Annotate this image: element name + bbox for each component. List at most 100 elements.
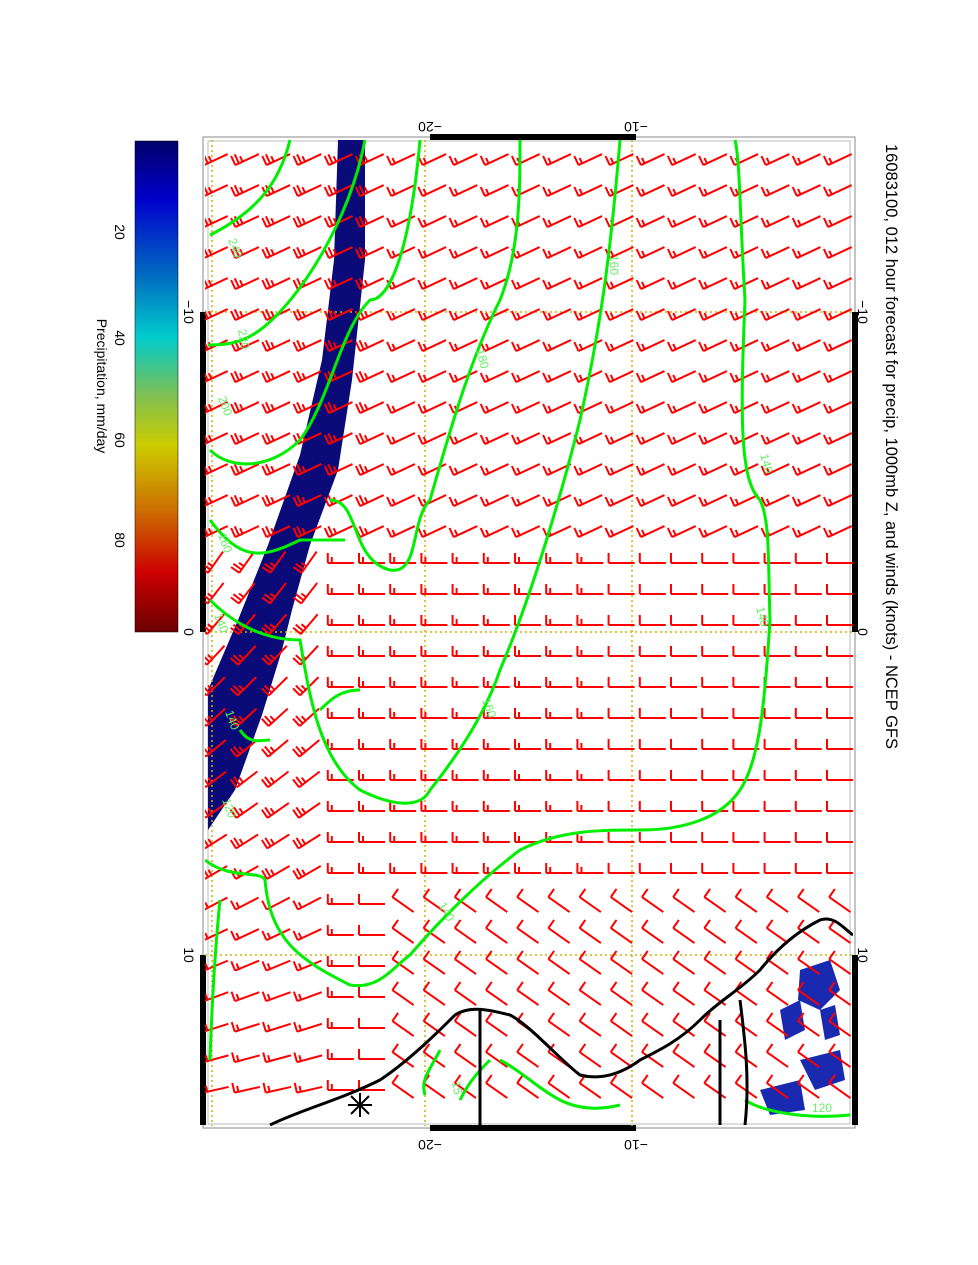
wind-barb — [451, 646, 479, 657]
wind-barb — [386, 525, 416, 538]
wind-barb — [205, 896, 228, 911]
wind-barb — [358, 801, 385, 812]
wind-barb — [261, 401, 291, 414]
colorbar-tick: 80 — [112, 532, 128, 548]
colorbar-label: Precipitation, mm/day — [94, 319, 110, 454]
wind-barb — [822, 153, 853, 166]
wind-barb — [638, 708, 666, 719]
wind-barb — [635, 308, 665, 321]
wind-barb — [545, 646, 573, 657]
wind-barb — [323, 339, 353, 352]
wind-barb — [205, 865, 228, 880]
wind-barb — [822, 339, 853, 352]
wind-barb — [573, 525, 603, 538]
wind-barb — [230, 525, 260, 538]
wind-barb — [516, 950, 540, 975]
wind-barb — [261, 865, 291, 880]
wind-barb — [358, 770, 385, 781]
wind-barb — [386, 339, 416, 352]
wind-barb — [670, 739, 697, 750]
wind-barb — [261, 645, 288, 666]
wind-barb — [822, 246, 853, 259]
wind-barb — [326, 584, 354, 595]
wind-barb — [230, 153, 260, 166]
wind-barb — [326, 1080, 354, 1091]
wind-barb — [205, 613, 225, 635]
wind-barb — [326, 615, 354, 626]
wind-barb — [760, 153, 790, 166]
wind-barb — [760, 432, 790, 445]
precip-band — [208, 140, 365, 830]
wind-barb — [797, 1074, 820, 1099]
wind-barb — [609, 981, 633, 1006]
wind-barb — [516, 888, 540, 913]
contour-label: 160 — [215, 531, 235, 555]
wind-barb — [417, 308, 447, 321]
wind-barb — [672, 919, 696, 944]
wind-barb — [670, 584, 697, 595]
wind-barb — [230, 550, 256, 574]
wind-barb — [391, 1074, 415, 1099]
wind-barb — [358, 1018, 385, 1029]
contour-label: 220 — [235, 328, 252, 350]
wind-barb — [732, 708, 760, 719]
wind-barb — [729, 246, 759, 259]
wind-barb — [516, 1074, 540, 1099]
wind-barb — [701, 770, 729, 781]
wind-barb — [666, 494, 697, 507]
wind-barb — [703, 1043, 727, 1068]
wind-barb — [292, 802, 321, 819]
wind-barb — [760, 184, 790, 197]
wind-barb — [638, 584, 666, 595]
wind-barb — [826, 708, 853, 719]
wind-barb — [734, 950, 758, 975]
wind-barb — [547, 919, 571, 944]
wind-barb — [698, 246, 728, 259]
wind-barb — [578, 1012, 602, 1037]
wind-barb — [547, 1074, 571, 1099]
wind-barb — [638, 832, 666, 843]
wind-barb — [635, 215, 665, 228]
wind-barb — [292, 525, 322, 538]
wind-barb — [229, 802, 259, 819]
wind-barb — [448, 308, 478, 321]
wind-barb — [260, 770, 290, 789]
wind-barb — [262, 1082, 292, 1094]
wind-barb — [422, 1012, 446, 1037]
wind-barb — [205, 153, 229, 166]
wind-barb — [326, 956, 354, 967]
wind-barb — [230, 959, 260, 972]
wind-barb — [638, 646, 666, 657]
wind-barb — [516, 981, 540, 1006]
wind-barb — [510, 370, 541, 383]
wind-barb — [826, 646, 853, 657]
wind-barb — [822, 463, 853, 476]
wind-barb — [729, 277, 759, 290]
wind-barb — [230, 463, 260, 476]
wind-barb — [765, 1043, 789, 1068]
wind-barb — [261, 802, 290, 819]
wind-barb — [607, 832, 635, 843]
wind-barb — [292, 645, 319, 666]
wind-barb — [422, 981, 446, 1006]
wind-barb — [479, 246, 509, 259]
wind-barb — [760, 370, 790, 383]
wind-barb — [389, 677, 417, 688]
wind-barb — [828, 950, 852, 975]
wind-barb — [516, 919, 540, 944]
wind-barb — [573, 184, 603, 197]
wind-barb — [479, 153, 509, 166]
wind-barb — [420, 770, 448, 781]
wind-barb — [822, 308, 853, 321]
wind-barb — [576, 553, 604, 564]
wind-barb — [545, 615, 573, 626]
wind-barb — [729, 525, 759, 538]
wind-barb — [794, 584, 822, 595]
contour-label: 180 — [473, 347, 492, 370]
wind-barb — [578, 919, 602, 944]
wind-barb — [670, 770, 697, 781]
wind-barb — [482, 739, 510, 750]
wind-barb — [698, 308, 728, 321]
wind-barb — [607, 615, 635, 626]
wind-barb — [797, 1043, 820, 1068]
